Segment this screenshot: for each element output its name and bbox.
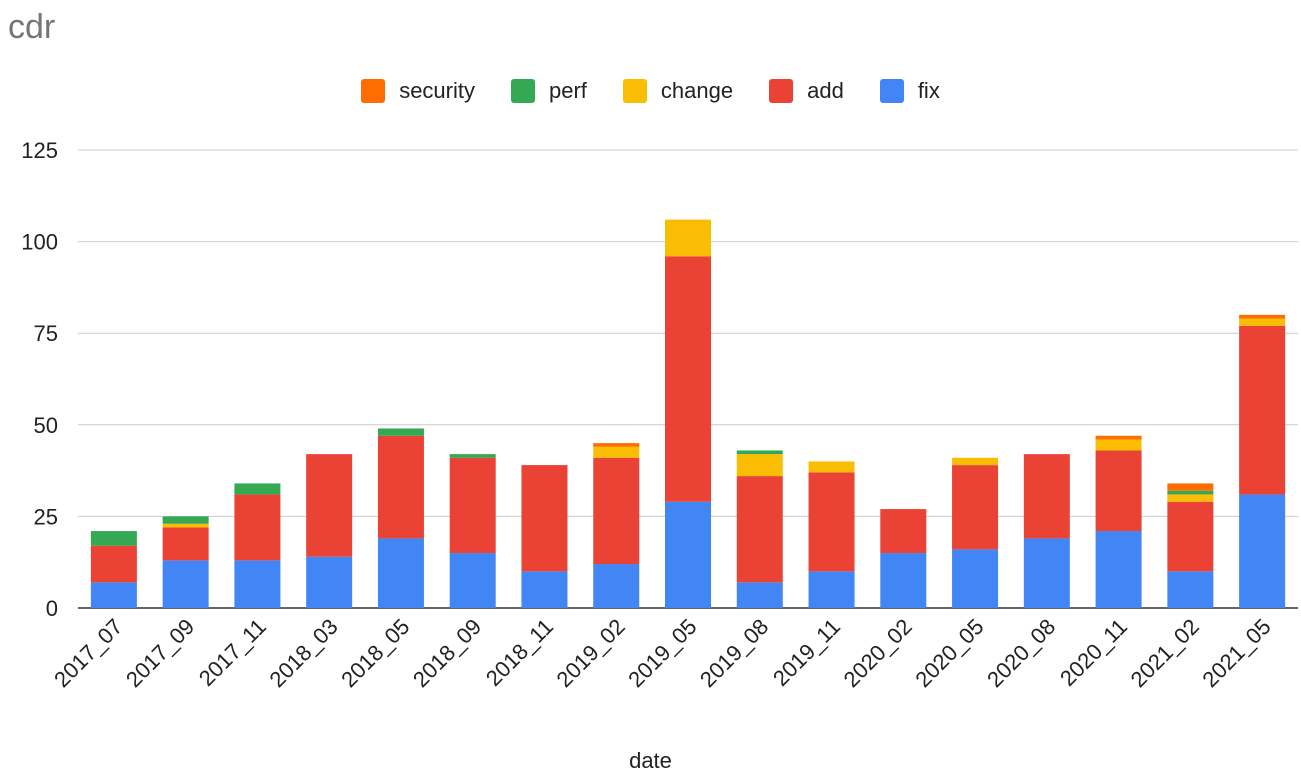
legend-swatch [361, 79, 386, 103]
bar-segment-fix [1167, 571, 1214, 608]
x-tick-label: 2020_02 [839, 614, 917, 692]
x-tick-label: 2021_02 [1126, 614, 1204, 692]
bar-segment-perf [234, 483, 281, 495]
bar-segment-add [1167, 501, 1214, 572]
bar-segment-add [234, 494, 281, 561]
bar-segment-perf [377, 428, 424, 436]
bar-segment-fix [952, 549, 999, 608]
bar-segment-fix [449, 553, 496, 608]
bar-segment-fix [808, 571, 855, 608]
bar-segment-change [1167, 494, 1214, 502]
bar-segment-fix [1023, 538, 1070, 608]
legend-swatch [622, 79, 647, 103]
bar-segment-perf [736, 450, 783, 455]
x-tick-label: 2020_08 [982, 614, 1060, 692]
bar-segment-fix [90, 582, 137, 608]
bar-segment-change [736, 454, 783, 477]
x-tick-label: 2020_05 [910, 614, 988, 692]
bar-segment-change [162, 523, 209, 528]
bar-segment-perf [1167, 490, 1214, 495]
x-tick-label: 2018_11 [481, 614, 558, 691]
bar-segment-add [593, 457, 640, 565]
legend-label: security [399, 78, 475, 103]
bar-segment-fix [306, 556, 353, 608]
bar-segment-add [162, 527, 209, 561]
x-tick-label: 2019_11 [768, 614, 845, 691]
legend-item-add: add [769, 78, 844, 104]
bar-segment-change [665, 219, 711, 257]
x-axis-title: date [629, 748, 672, 773]
bar-segment-add [521, 465, 568, 572]
bar-segment-change [952, 457, 999, 466]
legend-swatch [769, 79, 794, 103]
x-tick-label: 2018_03 [264, 614, 342, 692]
bar-segment-add [952, 465, 999, 550]
x-tick-label: 2019_05 [623, 614, 701, 692]
bar-segment-add [1095, 450, 1142, 532]
bar-segment-fix [1095, 531, 1142, 608]
bar-segment-fix [880, 553, 927, 608]
bar-segment-fix [234, 560, 281, 608]
bar-segment-add [1023, 454, 1070, 539]
bar-segment-add [808, 472, 855, 572]
y-tick-label: 0 [46, 596, 58, 621]
y-tick-label: 25 [34, 504, 58, 529]
legend-swatch [879, 79, 904, 103]
bar-segment-change [593, 446, 640, 458]
bar-segment-add [665, 256, 711, 502]
legend-label: change [660, 78, 734, 103]
x-tick-label: 2017_09 [121, 614, 199, 692]
bar-segment-add [90, 545, 137, 583]
bar-segment-fix [593, 564, 640, 608]
x-tick-label: 2017_11 [194, 614, 271, 691]
bar-segment-fix [665, 501, 711, 608]
bar-segment-perf [90, 531, 137, 546]
y-tick-label: 100 [21, 230, 58, 255]
bar-segment-fix [521, 571, 568, 608]
bar-segment-add [377, 435, 424, 539]
bar-segment-add [736, 476, 783, 583]
bar-segment-fix [736, 582, 783, 608]
bar-segment-security [1239, 314, 1286, 319]
chart-title: cdr [8, 8, 56, 46]
legend-label: fix [917, 78, 940, 103]
bar-segment-fix [1239, 494, 1286, 608]
y-tick-label: 50 [34, 413, 58, 438]
bar-segment-add [880, 509, 927, 554]
bar-segment-security [1095, 435, 1142, 440]
x-tick-label: 2019_02 [552, 614, 630, 692]
legend: security perf change add fix [0, 78, 1301, 104]
x-tick-label: 2018_05 [336, 614, 414, 692]
legend-item-security: security [361, 78, 475, 104]
x-tick-label: 2018_09 [408, 614, 486, 692]
y-tick-label: 75 [34, 321, 58, 346]
legend-label: add [807, 78, 844, 103]
bar-segment-add [1239, 325, 1286, 495]
legend-label: perf [548, 78, 587, 103]
x-tick-label: 2019_08 [695, 614, 773, 692]
x-tick-label: 2017_07 [49, 614, 127, 692]
bar-segment-change [1239, 318, 1286, 326]
bar-segment-security [1167, 483, 1214, 491]
bar-segment-add [449, 457, 496, 554]
bar-segment-security [593, 443, 640, 447]
x-tick-label: 2020_11 [1055, 614, 1132, 691]
x-tick-label: 2021_05 [1197, 614, 1275, 692]
bar-segment-perf [449, 454, 496, 458]
legend-item-fix: fix [879, 78, 940, 104]
legend-item-perf: perf [510, 78, 587, 104]
legend-swatch [510, 79, 535, 103]
bar-segment-change [808, 461, 855, 473]
legend-item-change: change [622, 78, 734, 104]
bar-segment-add [306, 454, 353, 557]
y-tick-label: 125 [21, 138, 58, 163]
bar-segment-perf [162, 516, 209, 524]
bar-segment-fix [162, 560, 209, 608]
bar-segment-fix [377, 538, 424, 608]
bar-segment-change [1095, 439, 1142, 451]
